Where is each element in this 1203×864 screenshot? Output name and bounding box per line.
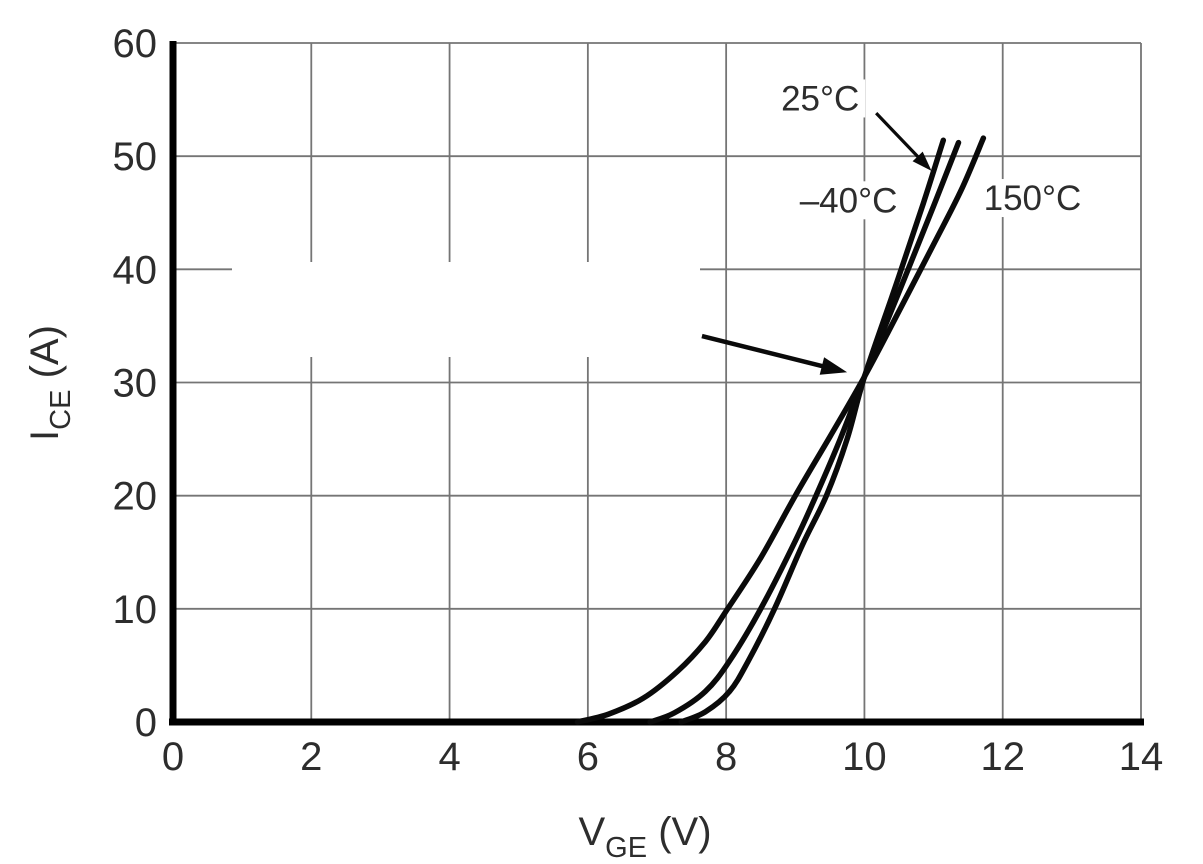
series-curve-25-c — [647, 139, 962, 725]
series-curve-150-c — [574, 135, 987, 725]
y-axis-title: ICE (A) — [23, 325, 77, 441]
tick-label-y-30: 30 — [113, 362, 158, 406]
tick-label-x-14: 14 — [1119, 735, 1164, 779]
label-150c: 150°C — [984, 179, 1082, 218]
axis-titles: VGE (V) ICE (A) — [23, 325, 712, 864]
arrow-crossover-head — [819, 357, 848, 375]
tick-label-x-10: 10 — [842, 735, 887, 779]
tick-label-x-12: 12 — [980, 735, 1025, 779]
label-150c-backdrop — [977, 179, 1088, 218]
arrow-25c-shaft — [875, 112, 925, 164]
eraser-layer — [232, 262, 700, 357]
label-25c: 25°C — [781, 79, 859, 118]
arrow-crossover-shaft — [701, 333, 833, 371]
watermark-eraser-rect-0 — [232, 262, 700, 357]
x-axis-title: VGE (V) — [578, 810, 711, 864]
grid-layer — [172, 42, 1142, 723]
label-minus40c-backdrop — [793, 181, 904, 220]
tick-label-y-20: 20 — [113, 475, 158, 519]
tick-label-x-2: 2 — [300, 735, 322, 779]
tick-label-y-60: 60 — [113, 22, 158, 66]
series-curve-40-c — [678, 137, 947, 725]
tick-label-x-6: 6 — [577, 735, 599, 779]
label-25c-backdrop — [775, 79, 866, 118]
tick-label-y-0: 0 — [135, 701, 157, 745]
tick-label-y-50: 50 — [113, 135, 158, 179]
tick-label-y-40: 40 — [113, 248, 158, 292]
label-minus40c: –40°C — [800, 181, 898, 220]
arrow-25c-head — [912, 151, 932, 171]
tick-label-x-0: 0 — [162, 735, 184, 779]
x-tick-labels: 0 2 4 6 8 10 12 14 — [162, 735, 1163, 779]
tick-label-y-10: 10 — [113, 588, 158, 632]
y-tick-labels: 0 10 20 30 40 50 60 — [113, 22, 158, 745]
series-layer — [574, 135, 987, 725]
annotation-arrows — [701, 112, 932, 375]
tick-label-x-4: 4 — [438, 735, 460, 779]
annotation-labels: 25°C –40°C 150°C — [775, 79, 1088, 220]
tick-label-x-8: 8 — [715, 735, 737, 779]
